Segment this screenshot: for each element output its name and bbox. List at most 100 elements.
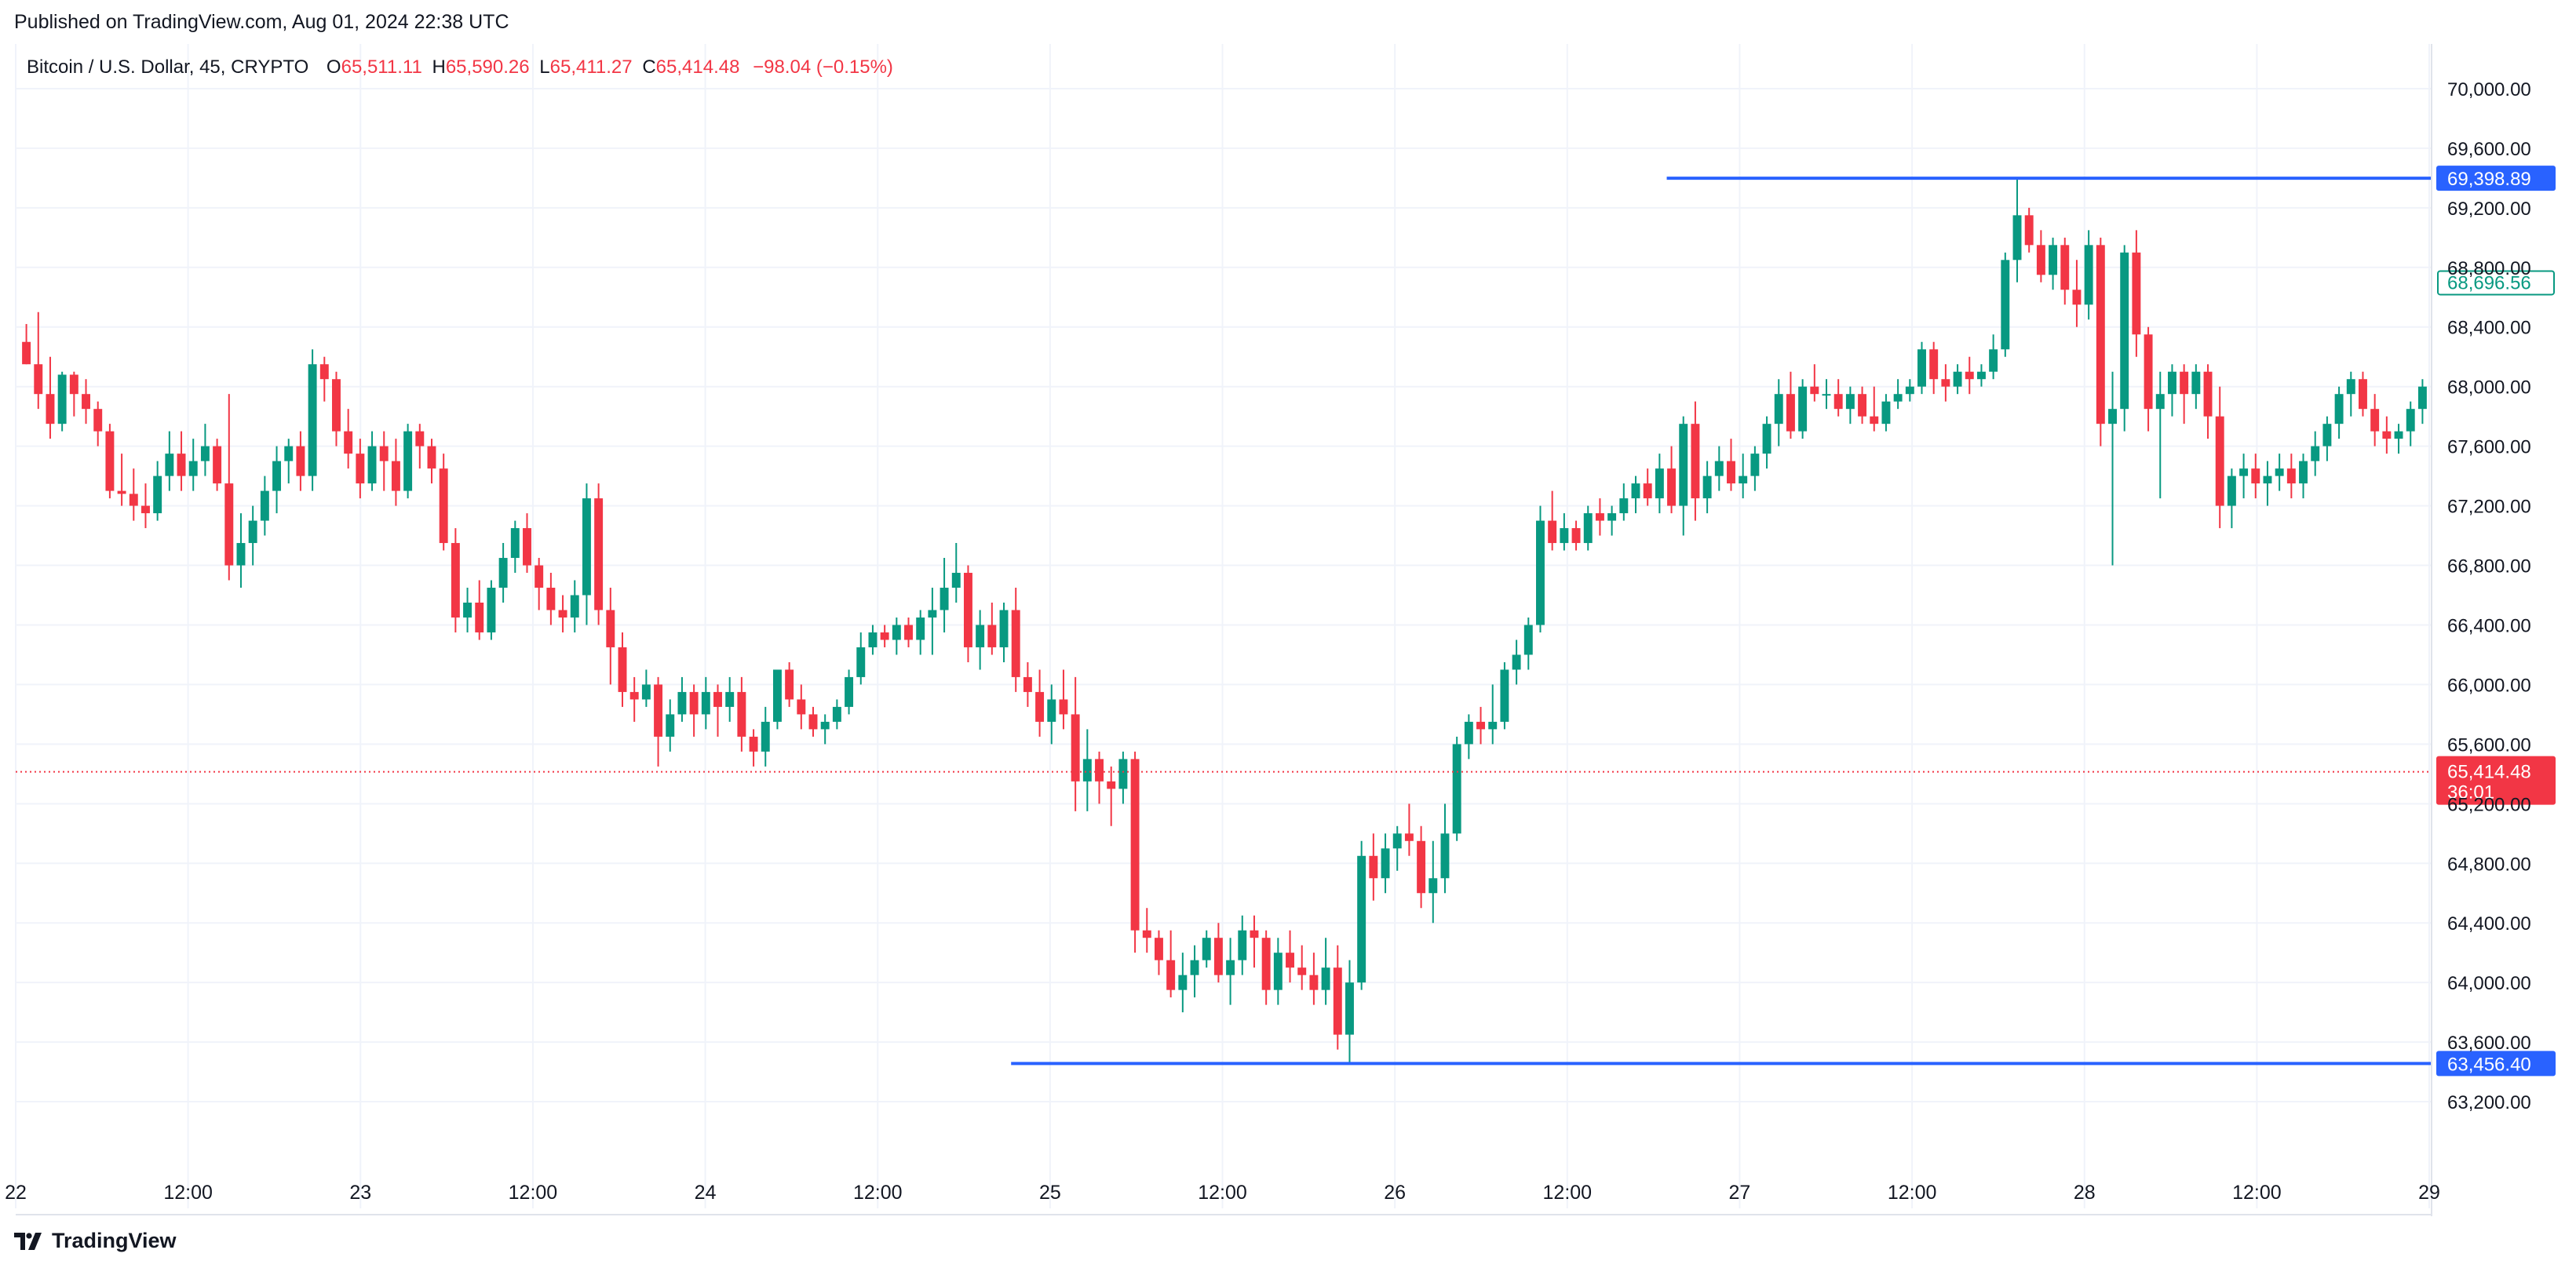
last-price-bg: [2436, 756, 2556, 805]
candle-body: [2239, 468, 2249, 476]
candle-body: [403, 431, 413, 491]
candle-body: [976, 625, 985, 647]
price-tick-label: 66,800.00: [2447, 556, 2531, 578]
candle-body: [248, 520, 257, 544]
current-marker-label: 68,696.56: [2447, 272, 2531, 293]
candle-body: [1691, 424, 1700, 499]
candle-body: [1130, 759, 1140, 931]
candle-body: [2334, 394, 2344, 424]
candle-body: [963, 573, 972, 647]
candle-body: [1798, 386, 1808, 432]
candle-body: [1881, 401, 1891, 424]
candle-body: [1989, 349, 1998, 372]
candle-body: [629, 691, 639, 700]
candle-body: [1095, 759, 1104, 782]
time-tick-label: 29: [2418, 1182, 2440, 1204]
candle-body: [2358, 379, 2367, 410]
candle-body: [82, 394, 91, 410]
candle-body: [1476, 721, 1486, 730]
candle-body: [2203, 371, 2213, 417]
candle-body: [129, 494, 138, 506]
high-label: H: [432, 56, 446, 78]
price-tick-label: 66,400.00: [2447, 615, 2531, 636]
candle-body: [1631, 483, 1640, 499]
level-label-bg: [2436, 166, 2556, 191]
candle-body: [1571, 528, 1581, 544]
candle-body: [1858, 394, 1867, 417]
candle-body: [535, 565, 544, 588]
symbol-title: Bitcoin / U.S. Dollar, 45, CRYPTO: [27, 56, 309, 78]
candle-body: [213, 446, 222, 484]
price-tick-label: 68,000.00: [2447, 377, 2531, 399]
candle-body: [475, 603, 484, 632]
time-axis: 22 12:00 23 12:00 24 12:00 25 12:00 26 12:00 27 12:…: [5, 1182, 2440, 1204]
candle-body: [1786, 394, 1795, 432]
close-value: 65,414.48: [655, 56, 740, 78]
tradingview-logo[interactable]: TradingView: [14, 1229, 177, 1253]
level-label-bg: [2436, 1051, 2556, 1077]
time-tick-label: 12:00: [163, 1182, 213, 1204]
candle-body: [1953, 371, 1962, 387]
candle-body: [523, 528, 531, 566]
candle-body: [845, 676, 854, 707]
candle-body: [1560, 528, 1569, 544]
candle-body: [1536, 520, 1545, 625]
price-tick-label: 67,600.00: [2447, 437, 2531, 458]
candle-body: [1500, 669, 1509, 722]
candle-body: [1321, 967, 1330, 990]
price-tick-label: 64,400.00: [2447, 913, 2531, 935]
tradingview-logo-icon: [14, 1232, 42, 1250]
candle-body: [1333, 967, 1342, 1035]
level-label: 63,456.40: [2447, 1054, 2531, 1075]
candle-body: [940, 588, 949, 610]
candle-body: [379, 446, 389, 461]
candle-body: [654, 684, 663, 737]
candle-body: [677, 691, 687, 715]
candle-body: [2072, 290, 2082, 305]
time-tick-label: 12:00: [509, 1182, 558, 1204]
candle-body: [737, 691, 746, 737]
candle-body: [1273, 953, 1283, 990]
candle-body: [868, 632, 878, 647]
candle-body: [1929, 349, 1939, 380]
candle-body: [272, 461, 282, 491]
candle-body: [1213, 938, 1223, 975]
candle-body: [1619, 498, 1629, 514]
time-tick-label: 12:00: [1543, 1182, 1593, 1204]
candle-body: [832, 706, 841, 722]
candle-body: [2060, 245, 2070, 290]
candle-body: [725, 691, 735, 707]
open-label: O: [326, 56, 341, 78]
low-value: 65,411.27: [549, 56, 633, 78]
candle-body: [165, 454, 174, 476]
candle-body: [1392, 833, 1402, 849]
candle-body: [558, 610, 567, 618]
candle-body: [2001, 260, 2010, 350]
current-marker-bg: [2437, 270, 2555, 296]
candle-body: [1452, 744, 1461, 834]
candle-body: [1107, 781, 1116, 789]
candle-body: [2132, 252, 2141, 335]
candle-body: [2299, 461, 2308, 484]
ohlc-legend: Bitcoin / U.S. Dollar, 45, CRYPTO O65,51…: [27, 56, 893, 78]
candle-body: [344, 431, 353, 454]
countdown-label: 36:01: [2447, 782, 2494, 803]
candle-body: [2036, 245, 2045, 275]
candle-body: [1523, 625, 1533, 655]
candles: [22, 178, 2427, 1064]
candle-body: [1488, 721, 1498, 730]
candle-body: [689, 691, 699, 715]
candle-body: [2322, 424, 2332, 446]
candle-body: [236, 543, 246, 566]
candle-body: [916, 617, 925, 640]
candle-body: [1297, 967, 1307, 975]
candle-body: [1917, 349, 1926, 387]
time-tick-label: 23: [349, 1182, 371, 1204]
candle-body: [1226, 960, 1235, 975]
candle-body: [188, 461, 198, 476]
candle-body: [2120, 252, 2129, 410]
candle-body: [2275, 468, 2284, 476]
last-price-label: 65,414.48: [2447, 762, 2531, 783]
tradingview-brand: TradingView: [52, 1229, 177, 1252]
